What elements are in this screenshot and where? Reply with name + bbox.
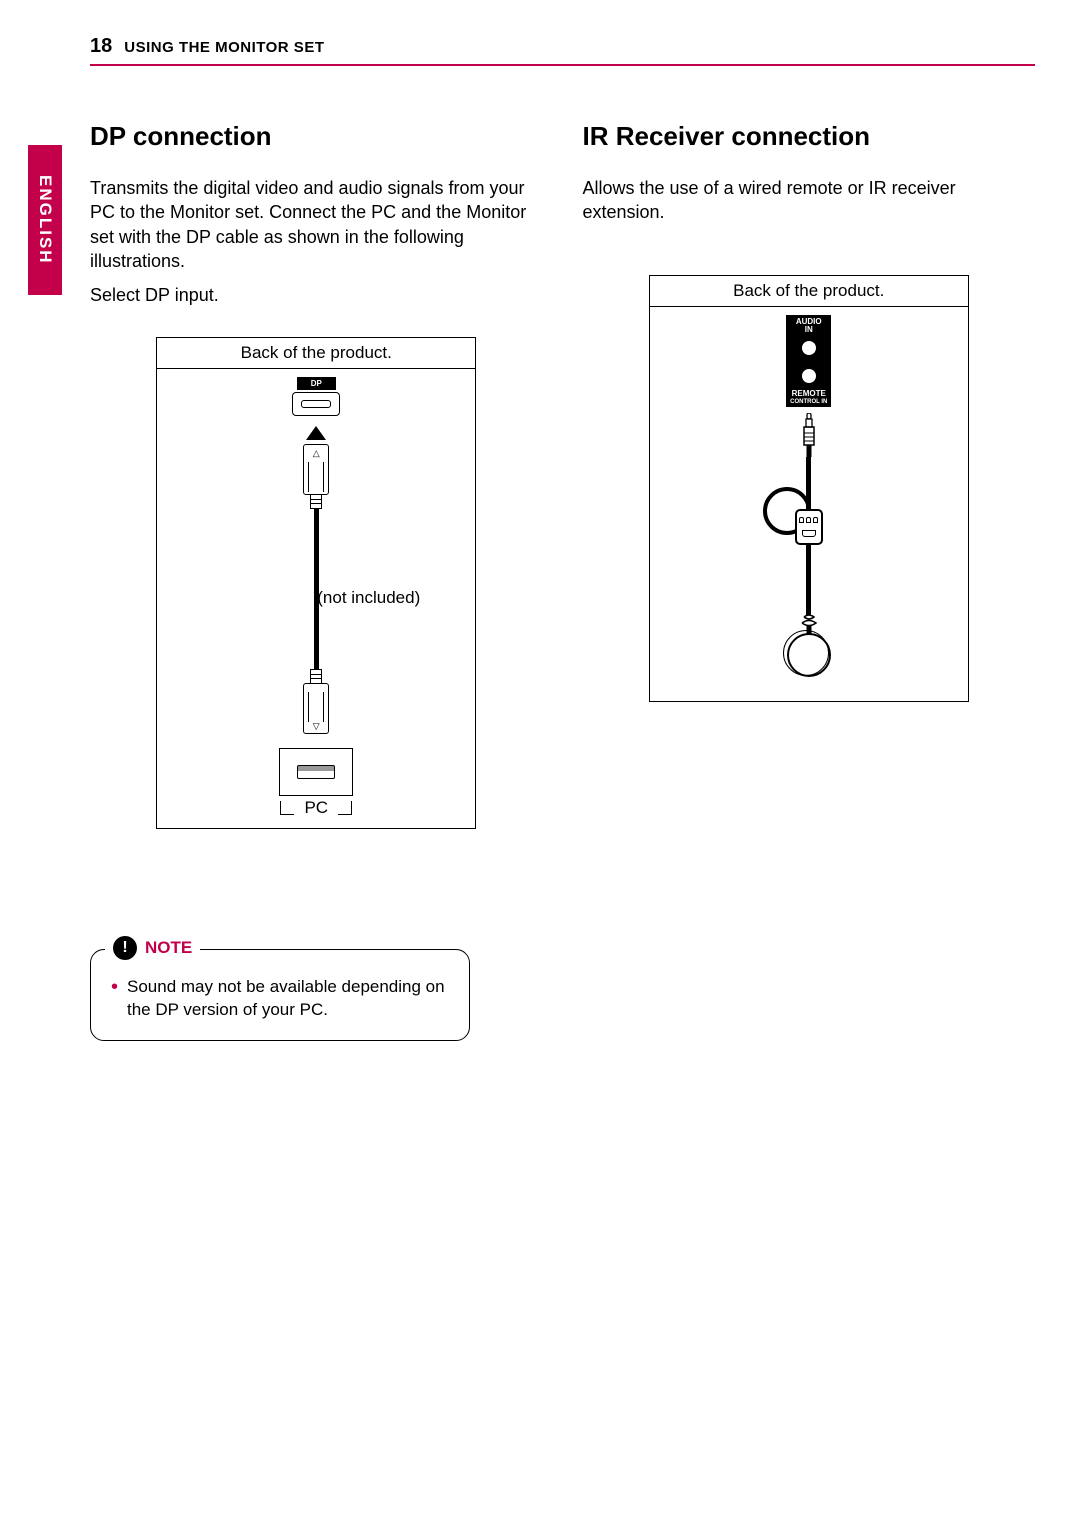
dp-port-icon <box>292 392 340 416</box>
dp-cable-lower-icon <box>314 609 319 669</box>
remote-jack-icon <box>798 365 820 387</box>
header-section-title: USING THE MONITOR SET <box>124 39 324 56</box>
audio-jack-icon <box>798 337 820 359</box>
dp-strain-bottom-icon <box>310 669 322 683</box>
left-column: DP connection Transmits the digital vide… <box>90 121 543 1041</box>
language-tab: ENGLISH <box>28 145 62 295</box>
ir-ports-panel-icon: AUDIO IN REMOTE CONTROL IN <box>786 315 831 407</box>
pc-port-icon <box>279 748 353 796</box>
dp-diagram-box: Back of the product. DP △ (not included)… <box>156 337 476 829</box>
dp-diagram: Back of the product. DP △ (not included)… <box>90 337 543 829</box>
ir-sensor-icon <box>787 633 831 677</box>
ir-cable-upper-icon <box>806 457 811 517</box>
dp-connector-bottom-icon: ▽ <box>303 683 329 734</box>
note-item: Sound may not be available depending on … <box>111 976 449 1022</box>
note-box: ! NOTE Sound may not be available depend… <box>90 949 470 1041</box>
corner-left-icon <box>280 801 294 815</box>
page-header: 18 USING THE MONITOR SET <box>90 35 1035 66</box>
ir-heading: IR Receiver connection <box>583 121 1036 152</box>
pc-label: PC <box>304 798 328 818</box>
two-column-layout: DP connection Transmits the digital vide… <box>90 121 1035 1041</box>
right-column: IR Receiver connection Allows the use of… <box>583 121 1036 1041</box>
audio-in-label-2: IN <box>805 326 813 334</box>
ir-paragraph: Allows the use of a wired remote or IR r… <box>583 176 1036 225</box>
note-title: NOTE <box>145 938 192 958</box>
dp-strain-top-icon <box>310 495 322 509</box>
corner-right-icon <box>338 801 352 815</box>
note-list: Sound may not be available depending on … <box>111 976 449 1022</box>
ir-diagram-box: Back of the product. AUDIO IN REMOTE CON… <box>649 275 969 702</box>
page-content: 18 USING THE MONITOR SET DP connection T… <box>0 0 1080 1086</box>
note-exclamation-icon: ! <box>113 936 137 960</box>
ir-diagram: Back of the product. AUDIO IN REMOTE CON… <box>583 275 1036 702</box>
dp-connector-top-icon: △ <box>303 444 329 495</box>
dp-port-label: DP <box>297 377 336 390</box>
language-tab-label: ENGLISH <box>35 175 55 265</box>
ir-diagram-title: Back of the product. <box>650 276 968 307</box>
dp-cable-note: (not included) <box>317 588 420 608</box>
dp-instruction: Select DP input. <box>90 283 543 307</box>
dp-paragraph: Transmits the digital video and audio si… <box>90 176 543 273</box>
ir-cable-lower-icon <box>806 545 811 615</box>
ir-receiver-icon <box>795 509 823 545</box>
ir-cable-assembly <box>787 407 831 677</box>
page-number: 18 <box>90 35 112 58</box>
pc-label-row: PC <box>280 798 352 818</box>
remote-label-2: CONTROL IN <box>790 399 827 405</box>
note-header: ! NOTE <box>105 936 200 960</box>
remote-label-1: REMOTE <box>792 390 826 398</box>
dp-heading: DP connection <box>90 121 543 152</box>
ir-plug-icon <box>801 413 817 457</box>
dp-diagram-title: Back of the product. <box>157 338 475 369</box>
arrow-up-icon <box>306 426 326 440</box>
